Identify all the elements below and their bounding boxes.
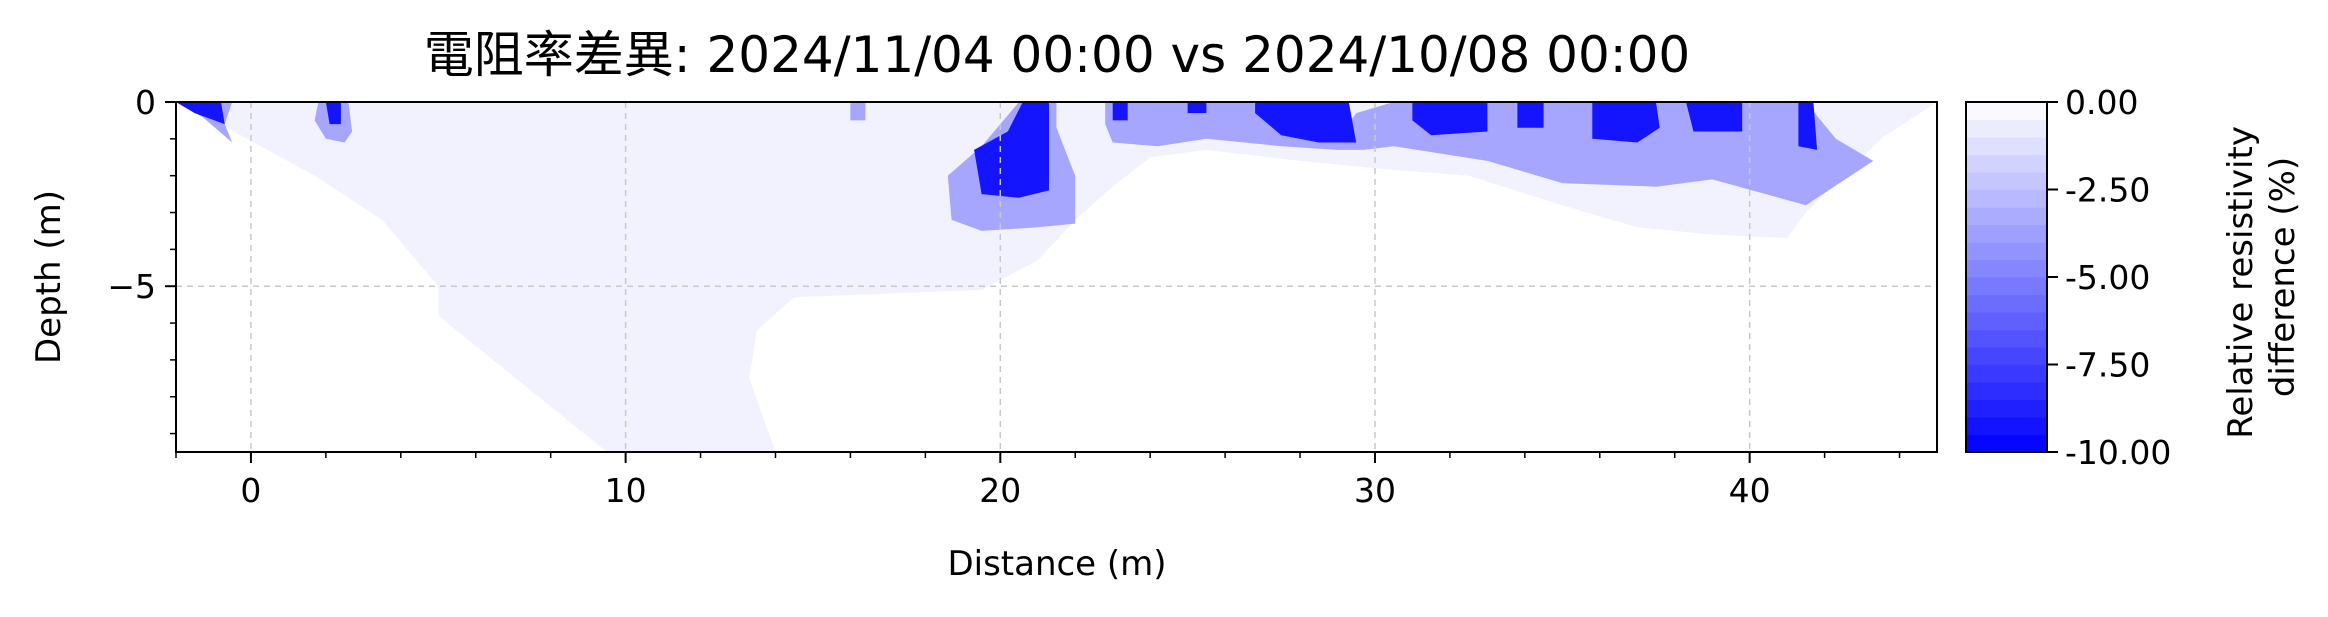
colorbar-band-10 (1966, 259, 2047, 278)
y-tick-label-0: 0 (135, 83, 156, 122)
x-axis-label: Distance (m) (947, 544, 1166, 584)
chart-title: 電阻率差異: 2024/11/04 00:00 vs 2024/10/08 00… (424, 26, 1691, 84)
contour-region-10 (1187, 102, 1207, 114)
colorbar-ticks: 0.00 -2.50 -5.00 -7.50 -10.00 (2047, 83, 2171, 472)
colorbar-band-7 (1966, 312, 2047, 331)
contour-region-3 (850, 102, 866, 121)
colorbar-band-19 (1966, 102, 2047, 121)
colorbar-band-14 (1966, 189, 2047, 208)
colorbar-band-11 (1966, 242, 2047, 261)
contour-region-7 (325, 102, 341, 125)
colorbar-band-3 (1966, 382, 2047, 401)
colorbar-band-8 (1966, 294, 2047, 313)
x-axis-ticks: 0 10 20 30 40 (175, 452, 1901, 510)
colorbar-tick-label-0: 0.00 (2065, 83, 2138, 122)
colorbar-band-4 (1966, 364, 2047, 383)
x-tick-label-4: 40 (1729, 471, 1771, 510)
contour-region-14 (1592, 102, 1660, 143)
contour-fill-group (176, 102, 1937, 452)
colorbar-band-2 (1966, 399, 2047, 418)
colorbar-band-13 (1966, 207, 2047, 226)
colorbar-tick-label-4: -10.00 (2065, 433, 2171, 472)
colorbar-band-18 (1966, 119, 2047, 138)
colorbar-band-6 (1966, 329, 2047, 348)
contour-region-8 (974, 102, 1049, 198)
y-axis-ticks: 0 −5 (107, 83, 176, 435)
contour-region-5 (1105, 102, 1874, 206)
x-tick-label-2: 20 (979, 471, 1021, 510)
colorbar-tick-label-1: -2.50 (2065, 171, 2150, 210)
x-tick-label-3: 30 (1354, 471, 1396, 510)
contour-region-12 (1412, 102, 1488, 136)
contour-region-9 (1112, 102, 1128, 121)
contour-region-6 (176, 102, 225, 125)
contour-region-13 (1517, 102, 1544, 128)
contour-region-11 (1255, 102, 1357, 143)
colorbar-tick-label-3: -7.50 (2065, 346, 2150, 385)
colorbar-band-0 (1966, 434, 2047, 453)
colorbar (1966, 102, 2047, 453)
y-axis-label: Depth (m) (29, 190, 69, 364)
x-tick-label-1: 10 (605, 471, 647, 510)
colorbar-band-9 (1966, 277, 2047, 296)
contour-region-15 (1686, 102, 1743, 132)
y-tick-label-1: −5 (107, 267, 156, 306)
colorbar-tick-label-2: -5.00 (2065, 258, 2150, 297)
colorbar-label-line-2: difference (%) (2263, 157, 2303, 397)
colorbar-band-17 (1966, 137, 2047, 156)
plot-frame (175, 101, 1938, 453)
colorbar-band-15 (1966, 172, 2047, 191)
colorbar-band-12 (1966, 224, 2047, 243)
colorbar-band-16 (1966, 154, 2047, 173)
colorbar-label-line-1: Relative resistivity (2221, 126, 2261, 439)
x-tick-label-0: 0 (240, 471, 261, 510)
contour-region-16 (1798, 102, 1818, 150)
colorbar-band-5 (1966, 347, 2047, 366)
contour-region-0 (176, 102, 1937, 452)
colorbar-band-1 (1966, 417, 2047, 436)
colorbar-label: Relative resistivity difference (%) (2221, 115, 2303, 439)
